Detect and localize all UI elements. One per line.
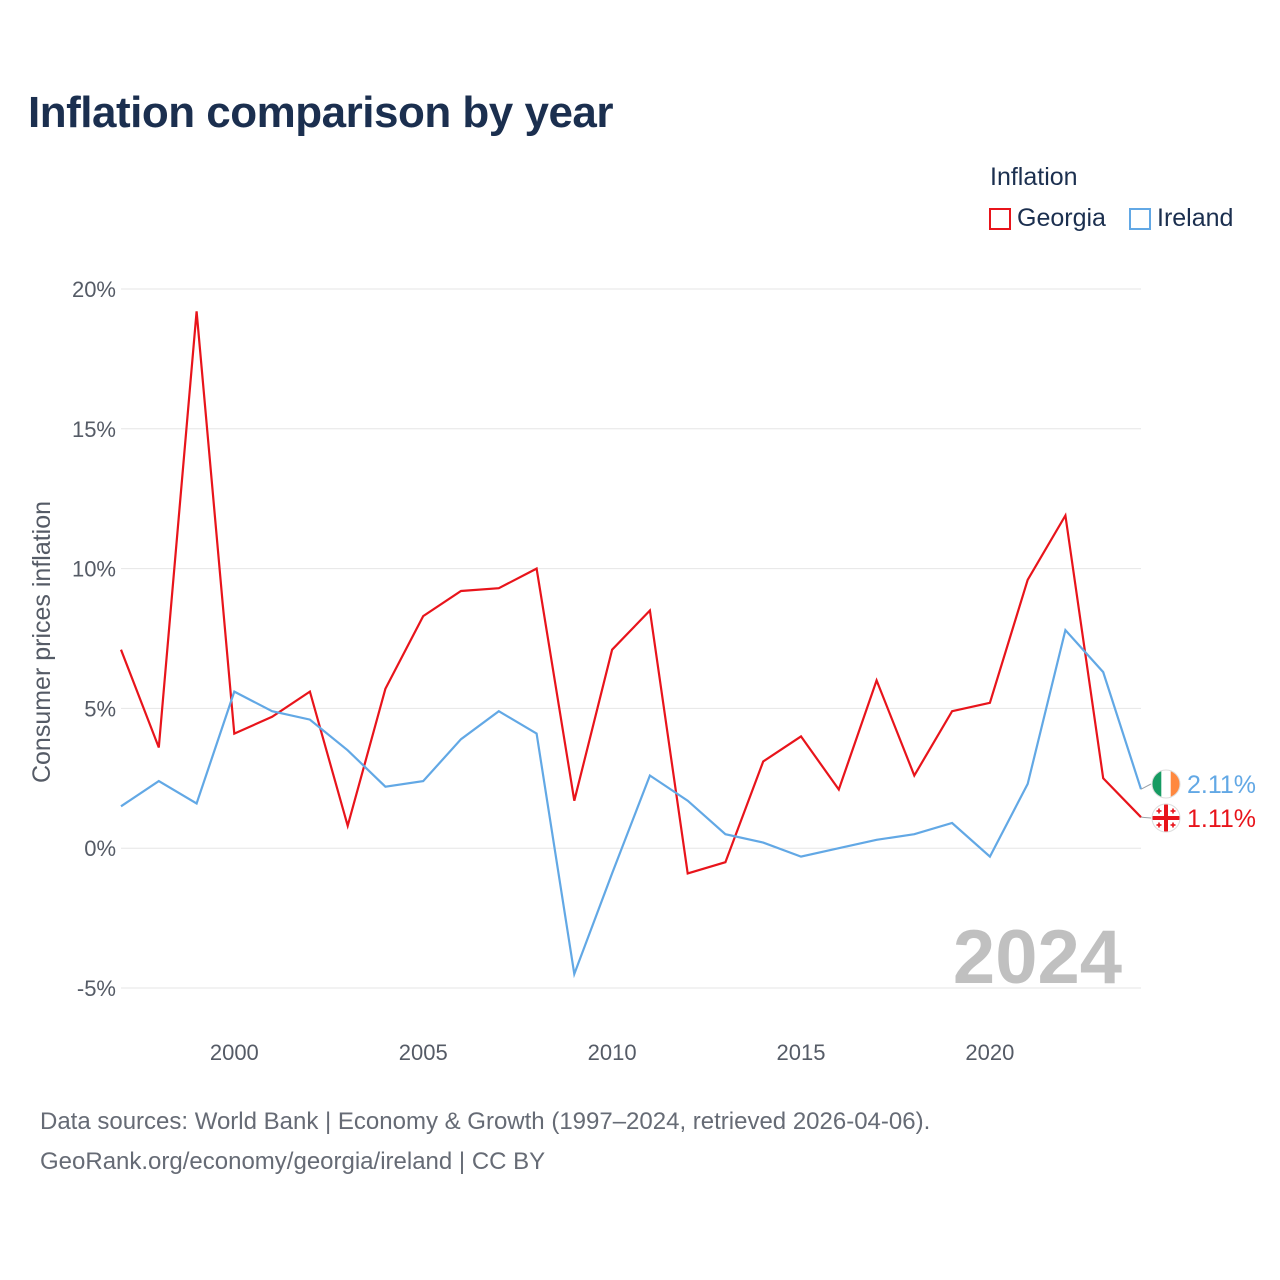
georgia-flag-icon <box>1151 803 1181 833</box>
y-tick-label: 15% <box>72 417 116 442</box>
end-value-label-ireland: 2.11% <box>1187 771 1256 799</box>
legend-item-ireland[interactable]: Ireland <box>1129 204 1233 233</box>
y-axis-label: Consumer prices inflation <box>28 501 56 783</box>
legend-swatch-georgia <box>989 207 1011 230</box>
gridlines <box>121 288 1141 989</box>
x-tick-label: 2010 <box>588 1040 637 1065</box>
x-tick-label: 2000 <box>210 1040 259 1065</box>
x-tick-label: 2015 <box>777 1040 826 1065</box>
end-markers: 1.11% 2.11% <box>1140 769 1256 833</box>
chart-title: Inflation comparison by year <box>28 88 614 137</box>
end-connector <box>1140 816 1152 819</box>
footer-sources: Data sources: World Bank | Economy & Gro… <box>40 1108 931 1135</box>
legend-swatch-ireland <box>1129 207 1151 230</box>
y-tick-label: 10% <box>72 557 116 582</box>
y-axis-ticks: 20% 15% 10% 5% 0% -5% <box>72 277 116 1001</box>
ireland-flag-icon <box>1151 769 1181 799</box>
y-tick-label: 20% <box>72 277 116 302</box>
legend-label-ireland: Ireland <box>1157 204 1234 232</box>
x-tick-label: 2020 <box>965 1040 1014 1065</box>
y-tick-label: -5% <box>77 976 116 1001</box>
legend-item-georgia[interactable]: Georgia <box>989 204 1106 233</box>
y-tick-label: 0% <box>84 836 116 861</box>
x-axis-ticks: 2000 2005 2010 2015 2020 <box>210 1040 1015 1065</box>
legend-label-georgia: Georgia <box>1017 204 1106 232</box>
footer-attribution[interactable]: GeoRank.org/economy/georgia/ireland | CC… <box>40 1148 546 1175</box>
y-tick-label: 5% <box>84 696 116 721</box>
end-connector <box>1140 783 1152 790</box>
end-value-label-georgia: 1.11% <box>1187 805 1256 833</box>
legend-title: Inflation <box>990 163 1078 191</box>
series-lines <box>119 311 1143 979</box>
year-watermark: 2024 <box>953 915 1122 1000</box>
x-tick-label: 2005 <box>399 1040 448 1065</box>
series-line-georgia[interactable] <box>119 311 1142 875</box>
series-line-ireland[interactable] <box>120 627 1143 979</box>
